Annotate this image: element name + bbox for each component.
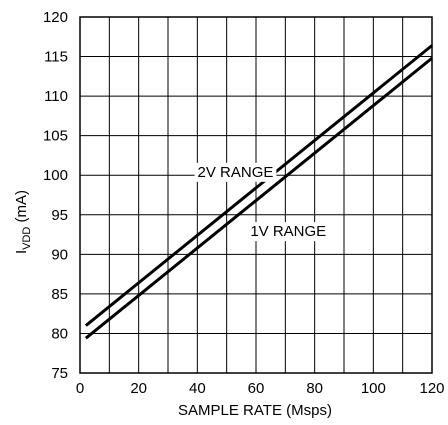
y-axis-title-sub: VDD — [21, 227, 33, 250]
x-tick-label: 120 — [419, 380, 444, 397]
series-line-1 — [84, 56, 433, 340]
x-tick-label: 0 — [76, 380, 84, 397]
annotation-background — [247, 222, 330, 242]
x-tick-label: 40 — [189, 380, 206, 397]
x-tick-label: 60 — [248, 380, 265, 397]
y-tick-label: 105 — [43, 128, 68, 145]
y-tick-labels: 75 80 85 90 95 100 105 110 115 120 — [43, 9, 68, 382]
annotation-label: 2V RANGE — [198, 164, 274, 181]
x-tick-label: 100 — [361, 380, 386, 397]
y-tick-label: 85 — [51, 286, 68, 303]
y-tick-label: 110 — [44, 88, 68, 105]
y-tick-label: 90 — [51, 246, 68, 263]
grid — [80, 17, 432, 373]
y-tick-label: 75 — [51, 365, 68, 382]
series-line-0 — [84, 44, 433, 327]
y-axis-title-unit: (mA) — [13, 190, 30, 227]
y-tick-label: 115 — [44, 49, 68, 66]
annotation-background — [194, 162, 277, 182]
series-lines — [84, 44, 433, 340]
y-tick-label: 120 — [43, 9, 68, 26]
y-axis-title-main: I — [13, 250, 30, 254]
x-axis-title: SAMPLE RATE (Msps) — [178, 402, 332, 419]
y-tick-label: 95 — [51, 207, 68, 224]
x-tick-label: 80 — [306, 380, 323, 397]
y-tick-label: 100 — [43, 167, 68, 184]
y-tick-label: 80 — [51, 325, 68, 342]
plot-frame — [79, 16, 433, 374]
x-tick-label: 20 — [130, 380, 147, 397]
x-tick-labels: 0 20 40 60 80 100 120 — [76, 380, 445, 397]
y-axis-title: IVDD (mA) — [13, 190, 33, 254]
annotation-label: 1V RANGE — [250, 223, 326, 240]
annotations: 2V RANGE 1V RANGE — [194, 162, 330, 242]
